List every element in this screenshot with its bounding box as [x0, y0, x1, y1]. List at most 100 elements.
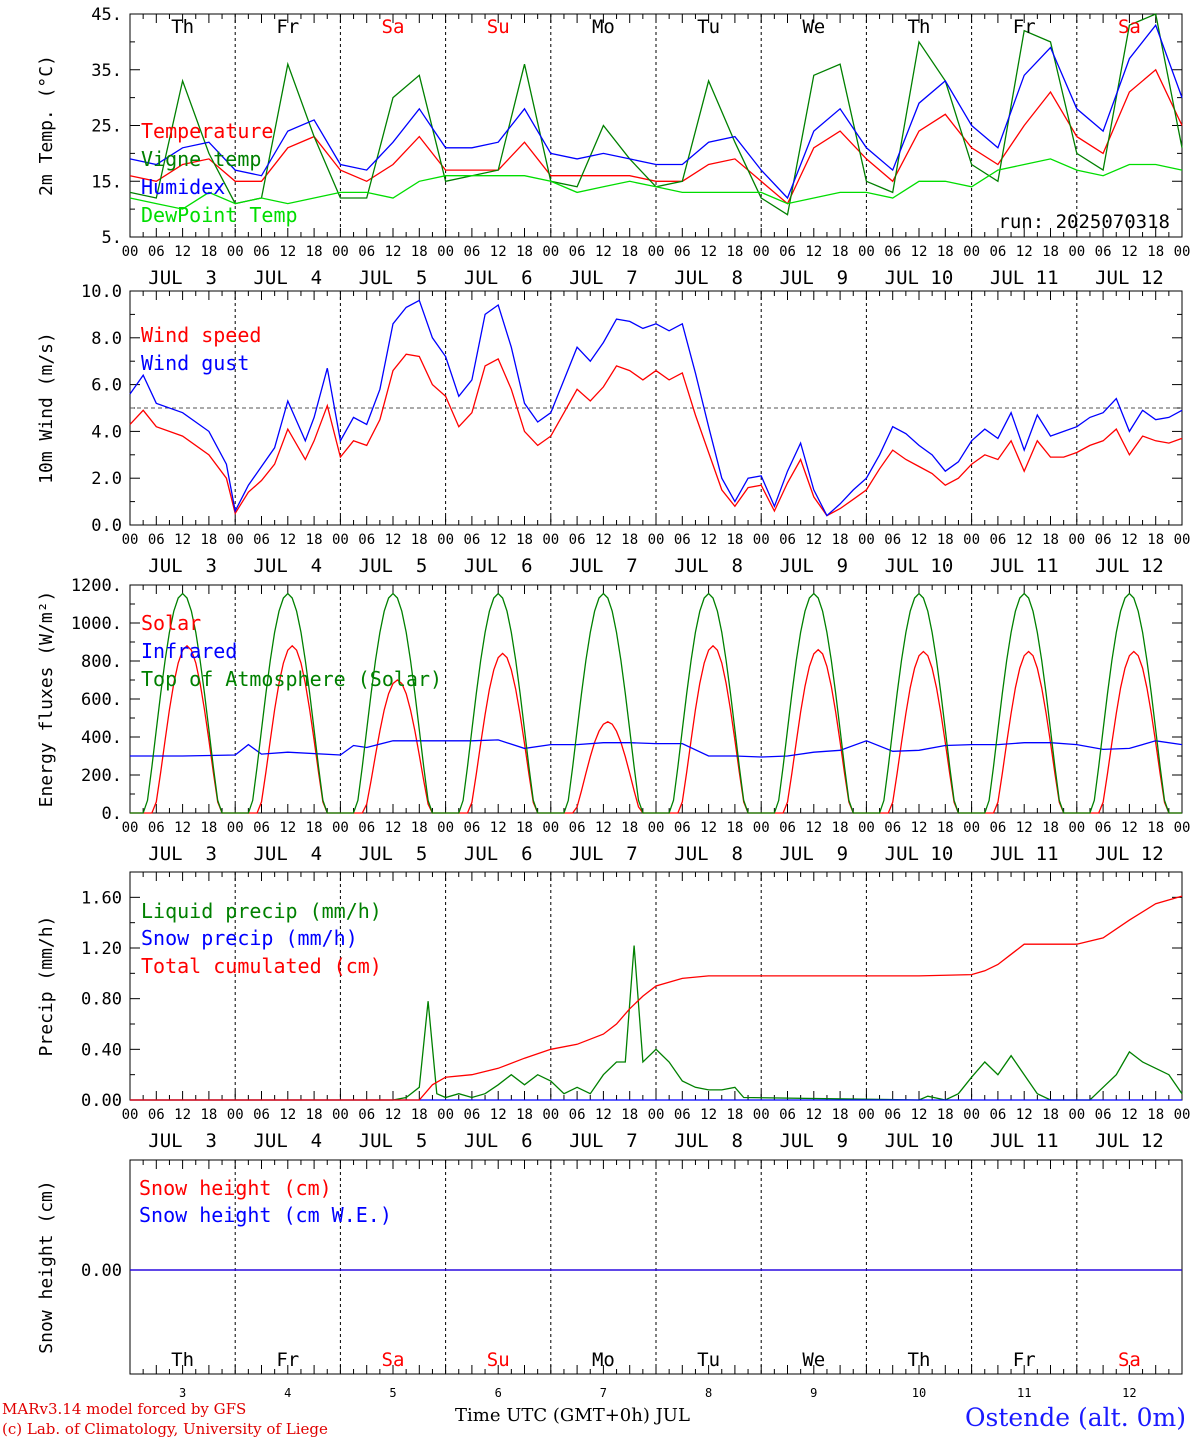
y-tick-label: 15.	[91, 172, 122, 192]
x-hour-label: 00	[648, 244, 665, 260]
x-hour-label: 06	[779, 532, 796, 548]
x-hour-label: 12	[1121, 820, 1138, 836]
x-hour-label: 06	[569, 244, 586, 260]
x-hour-label: 06	[148, 532, 165, 548]
x-date-label: JUL 5	[359, 843, 428, 865]
x-hour-label: 00	[1174, 1107, 1191, 1123]
x-hour-label: 12	[490, 532, 507, 548]
y-tick-label: 600.	[81, 690, 122, 710]
x-date-label: JUL 12	[1095, 1130, 1164, 1152]
x-hour-label: 06	[569, 820, 586, 836]
x-hour-label: 18	[621, 820, 638, 836]
x-hour-label: 12	[1016, 820, 1033, 836]
y-tick-label: 5.	[102, 228, 122, 248]
x-hour-label: 12	[385, 820, 402, 836]
x-date-label: JUL 10	[885, 267, 954, 289]
x-hour-label: 12	[595, 820, 612, 836]
x-hour-label: 06	[674, 820, 691, 836]
x-hour-label: 06	[253, 820, 270, 836]
day-label-top: Fr	[1013, 16, 1036, 38]
x-hour-label: 12	[174, 1107, 191, 1123]
x-hour-label: 12	[1121, 1107, 1138, 1123]
x-hour-label: 18	[1147, 1107, 1164, 1123]
x-hour-label: 00	[1068, 820, 1085, 836]
x-hour-label: 18	[200, 1107, 217, 1123]
day-number-label: 7	[600, 1386, 607, 1400]
x-hour-label: 06	[463, 1107, 480, 1123]
day-number-label: 5	[389, 1386, 396, 1400]
day-number-label: 4	[284, 1386, 291, 1400]
day-label-bottom: Su	[487, 1349, 510, 1371]
y-tick-label: 25.	[91, 117, 122, 137]
x-date-label: JUL 3	[148, 843, 217, 865]
x-hour-label: 12	[490, 1107, 507, 1123]
x-hour-label: 00	[542, 532, 559, 548]
x-hour-label: 00	[437, 532, 454, 548]
x-hour-label: 12	[595, 244, 612, 260]
x-hour-label: 00	[753, 1107, 770, 1123]
x-hour-label: 00	[963, 532, 980, 548]
x-hour-label: 00	[542, 820, 559, 836]
x-hour-label: 00	[1174, 532, 1191, 548]
x-hour-label: 18	[832, 532, 849, 548]
day-number-label: 6	[495, 1386, 502, 1400]
x-hour-label: 12	[174, 820, 191, 836]
x-hour-label: 12	[911, 532, 928, 548]
x-hour-label: 18	[1042, 820, 1059, 836]
day-number-label: 12	[1122, 1386, 1136, 1400]
y-tick-label: 200.	[81, 766, 122, 786]
x-hour-label: 00	[648, 532, 665, 548]
x-date-label: JUL 7	[569, 267, 638, 289]
y-tick-label: 800.	[81, 652, 122, 672]
series-line-wind-gust	[129, 299, 1183, 517]
x-hour-label: 18	[516, 1107, 533, 1123]
day-label-top: Sa	[382, 16, 405, 38]
x-hour-label: 12	[279, 532, 296, 548]
y-tick-label: 0.	[102, 804, 122, 824]
x-hour-label: 06	[779, 244, 796, 260]
x-hour-label: 00	[227, 244, 244, 260]
legend-entry: Temperature	[141, 119, 273, 143]
x-hour-label: 18	[200, 532, 217, 548]
y-tick-label: 1.20	[81, 939, 122, 959]
x-hour-label: 06	[674, 532, 691, 548]
x-date-label: JUL 12	[1095, 267, 1164, 289]
x-hour-label: 18	[726, 532, 743, 548]
x-date-label: JUL 9	[779, 267, 848, 289]
series-line-temperature	[129, 68, 1183, 205]
series-line-wind-speed	[129, 353, 1183, 517]
x-date-label: JUL 8	[674, 1130, 743, 1152]
x-hour-label: 00	[332, 1107, 349, 1123]
x-hour-label: 00	[227, 1107, 244, 1123]
x-hour-label: 00	[648, 820, 665, 836]
series-line-top-of-atmosphere-solar-	[130, 592, 1182, 814]
series-line-dewpoint-temp	[129, 158, 1183, 210]
y-tick-label: 0.0	[91, 516, 122, 536]
x-hour-label: 06	[884, 820, 901, 836]
x-hour-label: 06	[779, 820, 796, 836]
day-number-label: 8	[705, 1386, 712, 1400]
legend-entry: Snow height (cm W.E.)	[139, 1203, 392, 1227]
x-hour-label: 18	[516, 820, 533, 836]
x-hour-label: 06	[253, 244, 270, 260]
x-date-label: JUL 12	[1095, 555, 1164, 577]
x-hour-label: 12	[174, 532, 191, 548]
x-hour-label: 06	[358, 1107, 375, 1123]
x-hour-label: 18	[937, 820, 954, 836]
x-hour-label: 06	[674, 244, 691, 260]
x-date-label: JUL 11	[990, 1130, 1059, 1152]
x-axis-title: Time UTC (GMT+0h) JUL	[455, 1405, 690, 1426]
x-date-label: JUL 5	[359, 267, 428, 289]
x-hour-label: 12	[911, 1107, 928, 1123]
x-date-label: JUL 6	[464, 555, 533, 577]
x-hour-label: 00	[332, 532, 349, 548]
x-hour-label: 12	[385, 532, 402, 548]
day-number-label: 11	[1017, 1386, 1031, 1400]
run-label: run: 2025070318	[998, 211, 1170, 233]
x-hour-label: 18	[1042, 532, 1059, 548]
x-hour-label: 06	[569, 1107, 586, 1123]
legend-entry: Wind gust	[141, 351, 249, 375]
x-hour-label: 00	[858, 532, 875, 548]
legend-entry: Top of Atmosphere (Solar)	[141, 667, 442, 691]
